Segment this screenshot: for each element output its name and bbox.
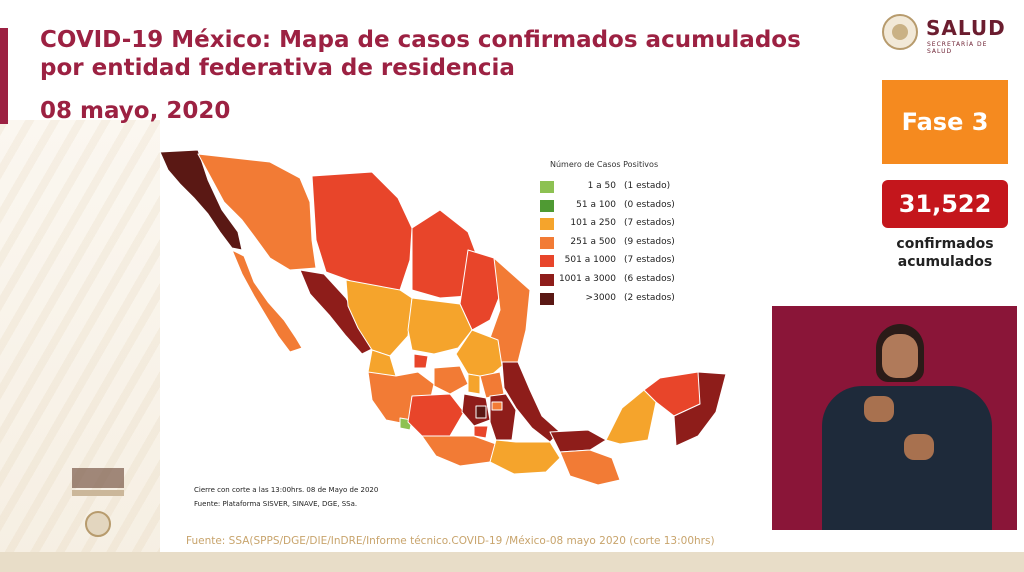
total-cases-label: confirmados acumulados <box>896 236 994 270</box>
legend-swatch <box>540 236 554 249</box>
legend-swatch <box>540 181 554 193</box>
state-zacatecas <box>407 297 473 355</box>
state-sinaloa <box>299 269 375 355</box>
state-michoacan <box>407 393 465 437</box>
legend-item: 501 a 1000 (7 estados) <box>540 253 740 272</box>
footer-bar <box>0 552 1024 572</box>
sign-language-interpreter-video <box>772 306 1017 530</box>
state-oaxaca <box>489 439 561 475</box>
state-queretaro <box>467 373 481 395</box>
logo-subtitle: SECRETARÍA DE SALUD <box>927 41 988 55</box>
legend-states: (6 estados) <box>624 273 675 284</box>
legend-range: 51 a 100 <box>576 199 616 210</box>
legend-states: (9 estados) <box>624 236 675 247</box>
salud-logo: SALUD SECRETARÍA DE SALUD <box>882 14 1012 55</box>
state-tlaxcala <box>491 401 503 411</box>
legend-swatch <box>540 218 554 231</box>
legend-range: >3000 <box>585 292 616 303</box>
state-chiapas <box>559 449 621 485</box>
state-tabasco <box>549 429 607 453</box>
legend-states: (7 estados) <box>624 255 675 266</box>
legend-title: Número de Casos Positivos <box>550 160 659 169</box>
state-morelos <box>473 425 489 439</box>
map-legend: Número de Casos Positivos 1 a 50 (1 esta… <box>540 160 740 309</box>
legend-swatch <box>540 273 554 286</box>
legend-states: (7 estados) <box>624 218 675 229</box>
state-guanajuato <box>433 365 469 395</box>
legend-range: 101 a 250 <box>570 218 616 229</box>
phase-badge: Fase 3 <box>882 80 1008 164</box>
state-baja-california <box>159 149 243 251</box>
legend-range: 251 a 500 <box>570 236 616 247</box>
interpreter-hand <box>904 434 934 460</box>
mexico-map <box>159 149 727 485</box>
legend-item: >3000 (2 estados) <box>540 291 740 310</box>
gobierno-emblem <box>68 462 128 542</box>
total-cases: 31,522 <box>882 180 1008 228</box>
state-aguascalientes <box>413 353 429 369</box>
legend-range: 1001 a 3000 <box>558 273 616 284</box>
legend-states: (2 estados) <box>624 292 675 303</box>
legend-range: 1 a 50 <box>587 181 616 191</box>
legend-range: 501 a 1000 <box>564 255 616 266</box>
accent-bar <box>0 28 8 124</box>
state-baja-california-sur <box>231 249 303 353</box>
legend-item: 101 a 250 (7 estados) <box>540 216 740 235</box>
legend-swatch <box>540 292 554 305</box>
source-note: Fuente: Plataforma SISVER, SINAVE, DGE, … <box>194 500 358 508</box>
state-chihuahua <box>311 171 413 291</box>
state-hidalgo <box>479 371 505 399</box>
logo-name: SALUD <box>926 16 1006 40</box>
interpreter-face <box>882 334 918 378</box>
page-title: COVID-19 México: Mapa de casos confirmad… <box>40 27 801 81</box>
state-quintana-roo <box>673 371 727 447</box>
legend-item: 51 a 100 (0 estados) <box>540 198 740 217</box>
state-cdmx <box>475 405 487 419</box>
state-campeche <box>605 389 657 445</box>
legend-swatch <box>540 255 554 268</box>
interpreter-hand <box>864 396 894 422</box>
legend-states: (0 estados) <box>624 199 675 210</box>
legend-swatch <box>540 199 554 212</box>
footer-source: Fuente: SSA(SPPS/DGE/DIE/InDRE/Informe t… <box>186 535 715 547</box>
state-guerrero <box>421 435 497 467</box>
legend-states: (1 estado) <box>624 181 671 191</box>
legend-item: 1 a 50 (1 estado) <box>540 179 740 198</box>
state-sonora <box>197 153 317 271</box>
cutoff-note: Cierre con corte a las 13:00hrs. 08 de M… <box>194 486 379 494</box>
legend-item: 1001 a 3000 (6 estados) <box>540 272 740 291</box>
seal-icon <box>882 14 918 50</box>
report-date: 08 mayo, 2020 <box>40 98 231 124</box>
legend-item: 251 a 500 (9 estados) <box>540 235 740 254</box>
